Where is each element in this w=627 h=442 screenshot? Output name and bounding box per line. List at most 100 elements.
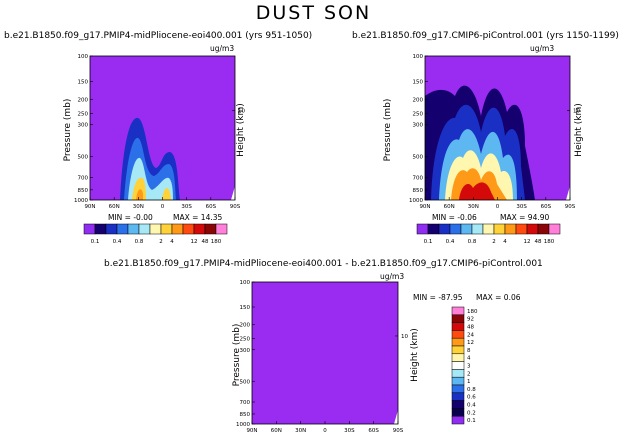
colorbar-label: 48: [535, 239, 542, 245]
colorbar-swatch: [451, 415, 465, 425]
y-tick-label: 500: [78, 155, 89, 161]
colorbar-swatch: [193, 223, 206, 235]
colorbar-swatch: [451, 369, 465, 378]
y-tick-label: 300: [413, 123, 424, 129]
panel2-plot: 100 150 200 250 300 500 700 850 1000 10 90N 60N 30N 0…: [409, 54, 580, 210]
panel2-ylabel: Pressure (mb): [383, 98, 393, 162]
colorbar-label: 4: [467, 356, 471, 362]
y-tick-label: 100: [78, 54, 89, 60]
colorbar-swatch: [182, 223, 195, 235]
y-tick-label: 100: [240, 280, 251, 286]
panel2-units: ug/m3: [530, 44, 555, 53]
x-tick-label: 30S: [516, 204, 527, 210]
colorbar-swatch: [138, 223, 151, 235]
colorbar-swatch: [482, 223, 495, 235]
colorbar-label: 0.8: [135, 239, 144, 245]
y-tick-label: 850: [240, 412, 251, 418]
x-tick-label: 0: [323, 428, 327, 434]
colorbar-swatch: [451, 400, 465, 409]
colorbar-label: 2: [467, 371, 471, 377]
colorbar-swatch: [105, 223, 118, 235]
y-tick-label: 1000: [409, 198, 423, 204]
figure-title: DUST SON: [255, 2, 372, 24]
right-tick-label: 10: [401, 334, 408, 340]
colorbar-label: 4: [503, 239, 507, 245]
colorbar-label: 2: [159, 239, 163, 245]
x-tick-label: 30S: [344, 428, 355, 434]
panel2-max: MAX = 94.90: [500, 213, 550, 222]
x-tick-label: 60N: [444, 204, 455, 210]
y-tick-label: 150: [413, 79, 424, 85]
panel2-ylabel-right: Height (km): [574, 103, 584, 157]
colorbar-swatch: [427, 223, 440, 235]
colorbar-swatch: [451, 392, 465, 401]
x-tick-label: 60S: [206, 204, 217, 210]
colorbar-label: 0.8: [468, 239, 477, 245]
colorbar-label: 3: [467, 364, 471, 370]
colorbar-swatch: [416, 223, 429, 235]
colorbar-swatch: [149, 223, 162, 235]
x-tick-label: 90N: [84, 204, 95, 210]
y-tick-label: 300: [78, 123, 89, 129]
x-tick-label: 60N: [271, 428, 282, 434]
panel1-ylabel: Pressure (mb): [63, 98, 73, 162]
colorbar-swatch: [451, 353, 465, 362]
panel3-max: MAX = 0.06: [476, 293, 521, 302]
panel1-min: MIN = -0.00: [108, 213, 153, 222]
colorbar-label: 0.1: [424, 239, 433, 245]
y-tick-label: 700: [78, 176, 89, 182]
colorbar-swatch: [451, 408, 465, 417]
colorbar-swatch: [451, 376, 465, 386]
colorbar-swatch: [451, 322, 465, 331]
x-tick-label: 0: [161, 204, 165, 210]
y-tick-label: 150: [240, 305, 251, 311]
y-tick-label: 200: [240, 323, 251, 329]
x-tick-label: 90S: [393, 428, 404, 434]
colorbar-swatch: [515, 223, 528, 235]
x-tick-label: 90S: [230, 204, 241, 210]
y-tick-label: 200: [413, 97, 424, 103]
y-tick-label: 250: [413, 111, 424, 117]
colorbar-label: 180: [211, 239, 222, 245]
colorbar-swatch: [451, 361, 465, 370]
contour-fill: [136, 189, 143, 200]
colorbar-label: 12: [524, 239, 531, 245]
x-tick-label: 60S: [368, 428, 379, 434]
colorbar-label: 0.4: [446, 239, 455, 245]
colorbar-label: 180: [544, 239, 555, 245]
x-tick-label: 90N: [419, 204, 430, 210]
panel1-plot: 100 150 200 250 300 500 700 850 1000 10 90N 60N 30N 0…: [74, 54, 245, 210]
colorbar-swatch: [548, 223, 561, 235]
colorbar-label: 0.1: [467, 418, 476, 424]
colorbar-swatch: [537, 223, 550, 235]
y-tick-label: 100: [413, 54, 424, 60]
y-tick-label: 1000: [236, 422, 250, 428]
colorbar-label: 180: [467, 309, 478, 315]
colorbar-label: 8: [467, 348, 471, 354]
panel3-min: MIN = -87.95: [413, 293, 463, 302]
y-tick-label: 250: [240, 337, 251, 343]
y-tick-label: 500: [240, 379, 251, 385]
colorbar-label: 0.4: [467, 403, 476, 409]
colorbar-swatch: [94, 223, 107, 235]
colorbar-label: 0.2: [467, 410, 476, 416]
colorbar-swatch: [504, 223, 517, 235]
y-tick-label: 300: [240, 348, 251, 354]
y-tick-label: 250: [78, 111, 89, 117]
contour-fill: [459, 182, 495, 200]
y-tick-label: 500: [413, 155, 424, 161]
colorbar-label: 2: [492, 239, 496, 245]
panel2-min: MIN = -0.06: [432, 213, 477, 222]
colorbar-swatch: [451, 330, 465, 339]
colorbar-swatch: [83, 223, 96, 235]
field-background: [252, 282, 398, 424]
y-tick-label: 700: [240, 400, 251, 406]
y-tick-label: 850: [413, 188, 424, 194]
colorbar-label: 1: [467, 379, 471, 385]
colorbar-swatch: [451, 384, 465, 394]
surface-mask: [231, 186, 235, 200]
colorbar-label: 92: [467, 317, 474, 323]
x-tick-label: 60S: [541, 204, 552, 210]
panel1-subtitle: b.e21.B1850.f09_g17.PMIP4-midPliocene-eo…: [4, 31, 313, 41]
